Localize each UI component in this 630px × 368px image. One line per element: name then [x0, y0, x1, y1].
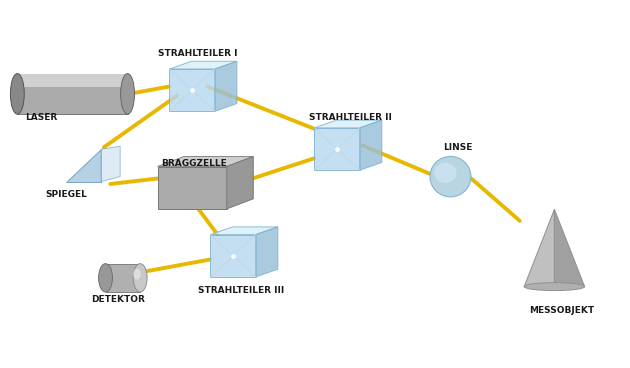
- Text: STRAHLTEILER III: STRAHLTEILER III: [198, 286, 285, 295]
- Ellipse shape: [435, 163, 456, 183]
- Polygon shape: [314, 128, 360, 170]
- Polygon shape: [67, 149, 101, 181]
- Polygon shape: [169, 69, 215, 111]
- Polygon shape: [210, 227, 278, 235]
- Polygon shape: [314, 120, 382, 128]
- Ellipse shape: [98, 263, 113, 292]
- Ellipse shape: [134, 269, 141, 280]
- Polygon shape: [101, 146, 120, 181]
- Polygon shape: [554, 209, 585, 287]
- Text: SPIEGEL: SPIEGEL: [45, 190, 87, 199]
- Text: LASER: LASER: [25, 113, 57, 122]
- Text: BRAGGZELLE: BRAGGZELLE: [161, 159, 226, 168]
- Polygon shape: [360, 120, 382, 170]
- Text: MESSOBJEKT: MESSOBJEKT: [529, 307, 594, 315]
- Text: LINSE: LINSE: [443, 143, 472, 152]
- Polygon shape: [169, 61, 237, 69]
- Polygon shape: [18, 74, 127, 87]
- Polygon shape: [18, 74, 127, 114]
- Ellipse shape: [11, 74, 25, 114]
- Polygon shape: [524, 209, 554, 287]
- Polygon shape: [215, 61, 237, 111]
- Polygon shape: [158, 156, 253, 166]
- Ellipse shape: [121, 74, 135, 114]
- Polygon shape: [210, 235, 256, 277]
- Text: STRAHLTEILER I: STRAHLTEILER I: [158, 49, 237, 58]
- Polygon shape: [158, 166, 227, 209]
- Polygon shape: [227, 156, 253, 209]
- Text: DETEKTOR: DETEKTOR: [91, 296, 146, 304]
- Ellipse shape: [430, 156, 471, 197]
- Polygon shape: [256, 227, 278, 277]
- Ellipse shape: [134, 263, 147, 292]
- Text: STRAHLTEILER II: STRAHLTEILER II: [309, 113, 392, 122]
- Polygon shape: [106, 263, 140, 292]
- Ellipse shape: [524, 283, 585, 291]
